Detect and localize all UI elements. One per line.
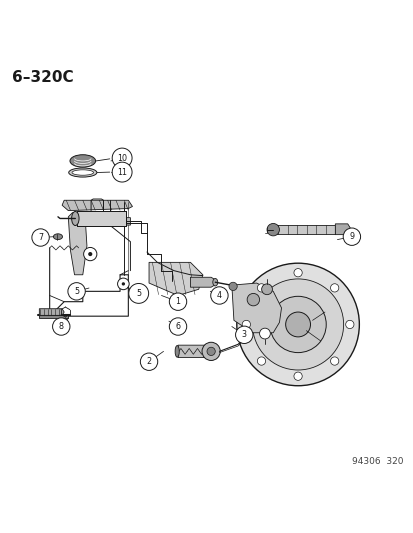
- Polygon shape: [335, 224, 350, 235]
- Polygon shape: [178, 345, 211, 358]
- Text: 8: 8: [59, 322, 64, 331]
- Ellipse shape: [175, 345, 179, 357]
- Circle shape: [261, 284, 272, 295]
- Circle shape: [293, 372, 301, 381]
- Circle shape: [252, 279, 343, 370]
- Circle shape: [345, 320, 353, 329]
- Circle shape: [330, 357, 338, 365]
- Circle shape: [52, 318, 70, 335]
- Circle shape: [83, 247, 97, 261]
- Circle shape: [228, 282, 237, 290]
- Circle shape: [112, 162, 132, 182]
- Polygon shape: [91, 217, 130, 225]
- Circle shape: [206, 347, 215, 356]
- Text: 10: 10: [117, 154, 127, 163]
- Circle shape: [269, 296, 325, 353]
- Polygon shape: [149, 262, 202, 295]
- Circle shape: [266, 223, 279, 236]
- Circle shape: [330, 284, 338, 292]
- Circle shape: [259, 328, 270, 339]
- Polygon shape: [68, 213, 87, 275]
- Polygon shape: [275, 225, 335, 234]
- Text: 5: 5: [136, 289, 141, 298]
- Text: 7: 7: [38, 233, 43, 242]
- Ellipse shape: [69, 168, 97, 177]
- Circle shape: [117, 278, 129, 289]
- Text: 9: 9: [349, 232, 354, 241]
- Ellipse shape: [71, 212, 79, 225]
- Text: 1: 1: [175, 297, 180, 306]
- Circle shape: [128, 284, 148, 303]
- Circle shape: [247, 293, 259, 306]
- Circle shape: [169, 318, 186, 335]
- Polygon shape: [76, 211, 126, 226]
- Circle shape: [210, 287, 228, 304]
- Circle shape: [257, 284, 265, 292]
- Text: 2: 2: [146, 357, 151, 366]
- Polygon shape: [231, 283, 281, 333]
- Circle shape: [68, 282, 85, 300]
- Polygon shape: [62, 200, 132, 211]
- Text: 3: 3: [241, 330, 246, 340]
- Text: 4: 4: [216, 291, 221, 300]
- Circle shape: [202, 342, 220, 360]
- Circle shape: [236, 263, 358, 386]
- Polygon shape: [39, 316, 68, 318]
- Text: 5: 5: [74, 287, 79, 296]
- Text: 11: 11: [117, 167, 127, 176]
- Circle shape: [169, 293, 186, 310]
- Ellipse shape: [72, 170, 93, 175]
- Circle shape: [112, 148, 132, 168]
- Circle shape: [88, 252, 92, 256]
- Text: 6–320C: 6–320C: [12, 70, 74, 85]
- Text: 6: 6: [175, 322, 180, 331]
- Circle shape: [32, 229, 49, 246]
- Circle shape: [342, 228, 360, 245]
- Text: 94306  320: 94306 320: [351, 457, 403, 466]
- Circle shape: [121, 282, 125, 286]
- Polygon shape: [190, 277, 215, 287]
- Circle shape: [285, 312, 310, 337]
- Circle shape: [235, 326, 252, 343]
- Ellipse shape: [53, 234, 62, 240]
- Ellipse shape: [70, 155, 95, 167]
- Polygon shape: [39, 309, 64, 316]
- Ellipse shape: [212, 279, 217, 286]
- Circle shape: [293, 269, 301, 277]
- Circle shape: [242, 320, 250, 329]
- Circle shape: [140, 353, 157, 370]
- Circle shape: [257, 357, 265, 365]
